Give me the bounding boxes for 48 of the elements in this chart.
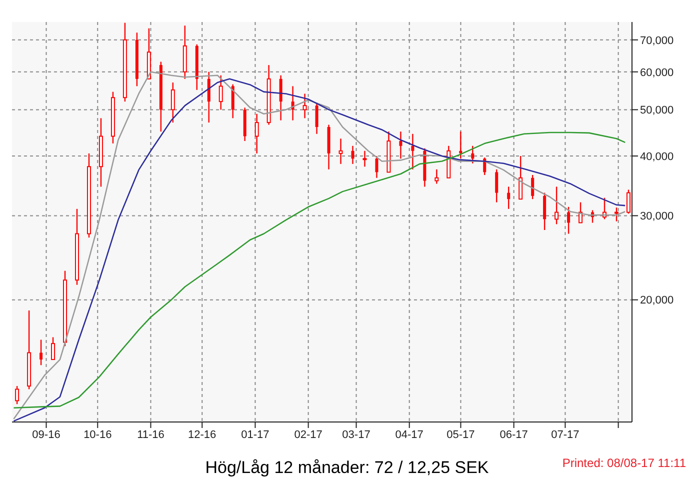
y-tick-label: 30,000 [640, 210, 674, 223]
x-tick-label: 01-17 [241, 428, 270, 441]
candlestick [362, 150, 367, 168]
x-tick-label: 03-17 [342, 428, 370, 441]
x-tick-label: 06-17 [500, 428, 528, 441]
candlestick [459, 130, 462, 160]
x-tick-label: 10-16 [84, 428, 112, 441]
candlestick [207, 71, 210, 124]
candlestick [531, 174, 534, 200]
y-tick-label: 50,000 [640, 104, 674, 117]
candlestick [554, 186, 559, 225]
y-tick-label: 20,000 [640, 294, 674, 307]
y-tick-label: 40,000 [640, 150, 674, 163]
y-tick-label: 60,000 [640, 66, 674, 79]
x-tick-label: 02-17 [294, 428, 322, 441]
candlestick [302, 93, 307, 119]
candlestick [471, 145, 474, 164]
x-tick-label: 12-16 [188, 428, 216, 441]
x-tick-label: 11-16 [137, 428, 164, 441]
x-tick-label: 04-17 [395, 428, 424, 441]
candlestick [411, 133, 414, 170]
candlestick [567, 206, 570, 234]
candlestick [15, 385, 20, 405]
candlestick [614, 206, 618, 222]
candlestick [315, 102, 318, 134]
candlestick [543, 192, 546, 231]
candlestick [231, 84, 234, 119]
candlestick [507, 186, 510, 210]
candlestick [351, 145, 354, 165]
candlestick [279, 74, 282, 121]
candlestick [51, 336, 56, 360]
x-tick-label: 09-16 [32, 428, 60, 441]
line-series [13, 132, 626, 409]
text: Hög/Låg 12 månader: 72 / 12,25 SEK [205, 458, 489, 477]
candlestick [218, 74, 223, 110]
candlestick [338, 138, 343, 165]
candlestick [495, 168, 498, 203]
x-tick-label: 07-17 [551, 428, 580, 441]
candlestick [170, 82, 175, 124]
y-tick-label: 70,000 [640, 34, 674, 47]
candlestick [254, 113, 259, 154]
candlestick [518, 155, 523, 200]
x-tick-label: 05-17 [446, 428, 475, 441]
candlestick [434, 168, 439, 184]
candlestick [40, 339, 43, 366]
candlestick [375, 155, 378, 178]
text: Printed: 08/08-17 11:11 [562, 456, 686, 470]
candlestick [399, 130, 402, 160]
